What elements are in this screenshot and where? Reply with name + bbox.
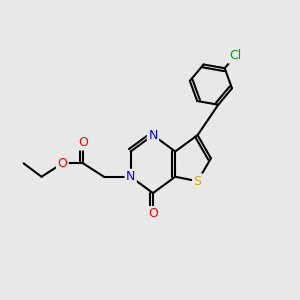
Text: N: N: [148, 129, 158, 142]
Text: Cl: Cl: [229, 49, 241, 62]
Text: S: S: [194, 175, 202, 188]
Text: O: O: [57, 157, 67, 170]
Text: O: O: [78, 136, 88, 149]
Text: O: O: [148, 207, 158, 220]
Text: N: N: [126, 170, 135, 183]
